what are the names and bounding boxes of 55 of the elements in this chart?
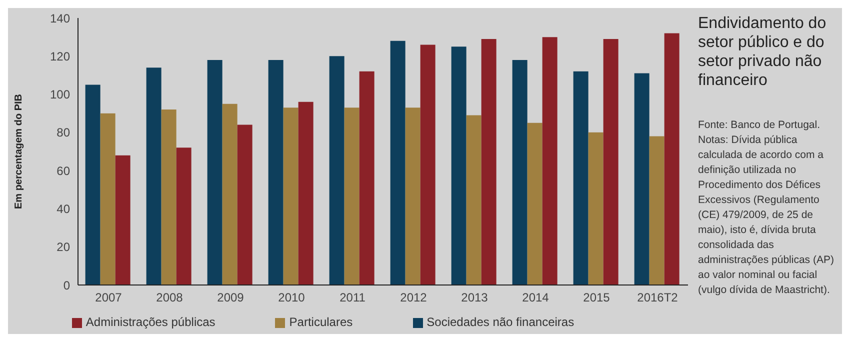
bar [512, 60, 528, 285]
x-tick-label: 2016T2 [637, 290, 678, 305]
bar [329, 56, 344, 285]
x-tick-label: 2014 [522, 290, 550, 305]
bar [359, 71, 374, 285]
bar [542, 37, 558, 285]
bar [298, 102, 314, 285]
bar [207, 60, 222, 285]
y-tick-label: 40 [56, 202, 70, 216]
bar [603, 38, 618, 285]
bar [222, 104, 238, 285]
bar [634, 73, 650, 285]
legend-label: Particulares [289, 315, 353, 329]
y-tick-label: 80 [56, 126, 70, 140]
bar [161, 110, 176, 285]
bar [283, 108, 298, 285]
source-note: Fonte: Banco de Portugal. [698, 118, 821, 133]
x-tick-label: 2015 [583, 290, 610, 305]
bar [481, 38, 496, 285]
y-tick-label: 140 [50, 11, 70, 26]
bar [115, 155, 130, 285]
bar [390, 40, 406, 285]
bar [649, 136, 664, 285]
x-tick-label: 2012 [400, 290, 428, 305]
bar [268, 60, 284, 285]
x-tick-label: 2009 [217, 290, 244, 305]
x-tick-label: 2010 [278, 290, 306, 305]
legend-label: Administrações públicas [86, 315, 216, 329]
x-tick-label: 2008 [156, 290, 184, 305]
x-tick-label: 2011 [340, 290, 366, 305]
x-tick-label: 2013 [461, 290, 488, 305]
bar [176, 148, 192, 285]
y-tick-label: 120 [50, 49, 70, 64]
bar [405, 108, 420, 285]
y-tick-label: 60 [56, 164, 70, 178]
x-tick-label: 2007 [95, 290, 122, 305]
bar [466, 115, 482, 285]
bar [451, 46, 466, 285]
bar [344, 108, 360, 285]
legend-label: Sociedades não financeiras [426, 315, 574, 329]
y-axis-title: Em percentagem do PIB [14, 94, 25, 210]
y-tick-label: 20 [56, 240, 70, 254]
bar [573, 71, 588, 285]
bar [588, 132, 604, 285]
text: Endividamento do setor público e do setor privado não financeiro [698, 14, 828, 90]
bar [146, 68, 162, 285]
y-tick-label: 0 [63, 278, 70, 292]
bar [527, 122, 542, 285]
bar [85, 84, 100, 285]
bar [237, 124, 252, 285]
bar [100, 113, 116, 285]
y-tick-label: 100 [50, 88, 70, 102]
bar [664, 33, 680, 285]
text: Notas: Dívida pública calculada de acordo com a definição utilizada no Procedimento dos Défices Excessivos (Regulamento (CE) 479/2009, de 25 de maio), isto é, dívida bruta consolidada das administrações públicas (AP) ao valor nominal ou facial (vulgo dívida de Maastricht). [698, 134, 834, 296]
bar [420, 44, 436, 285]
